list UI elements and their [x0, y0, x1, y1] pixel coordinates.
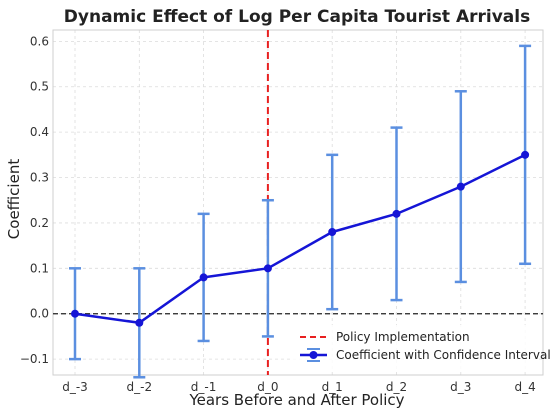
x-tick-label: d_4 [514, 380, 535, 394]
y-tick-label: 0.2 [30, 216, 49, 230]
y-tick-labels: −0.1 0.0 0.1 0.2 0.3 0.4 0.5 0.6 [20, 34, 49, 366]
y-tick-label: 0.6 [30, 34, 49, 48]
legend: Policy Implementation Coefficient with C… [291, 325, 550, 369]
reference-lines [53, 30, 543, 375]
series-line-layer [74, 153, 526, 325]
y-tick-label: 0.0 [30, 307, 49, 321]
y-tick-label: 0.1 [30, 261, 49, 275]
data-point [263, 264, 272, 273]
legend-series-label: Coefficient with Confidence Interval [336, 348, 550, 362]
data-point [456, 182, 465, 191]
series-line [74, 153, 526, 325]
x-tick-labels: d_-3 d_-2 d_-1 d_0 d_1 d_2 d_3 d_4 [62, 380, 536, 394]
x-tick-label: d_3 [450, 380, 471, 394]
chart-title: Dynamic Effect of Log Per Capita Tourist… [64, 7, 530, 27]
y-axis-label: Coefficient [5, 159, 23, 240]
x-tick-label: d_-2 [127, 380, 153, 394]
x-axis-label: Years Before and After Policy [188, 391, 404, 409]
data-point [71, 309, 79, 318]
y-tick-label: 0.4 [30, 125, 49, 139]
data-point [199, 273, 208, 282]
legend-series-marker [309, 351, 318, 359]
x-tick-label: d_0 [257, 380, 278, 394]
data-point [328, 228, 337, 237]
data-point [392, 209, 401, 218]
y-tick-label: −0.1 [20, 352, 49, 366]
x-tick-label: d_-1 [191, 380, 217, 394]
y-tick-label: 0.5 [30, 80, 49, 94]
data-points [71, 150, 530, 327]
data-point [521, 150, 530, 159]
legend-box [291, 325, 539, 369]
grid-lines [53, 30, 543, 375]
legend-policy-label: Policy Implementation [336, 330, 470, 344]
data-point [135, 318, 144, 327]
y-tick-label: 0.3 [30, 171, 49, 185]
x-tick-label: d_1 [322, 380, 343, 394]
x-tick-label: d_-3 [62, 380, 88, 394]
x-tick-label: d_2 [386, 380, 407, 394]
plot-frame [52, 29, 544, 376]
